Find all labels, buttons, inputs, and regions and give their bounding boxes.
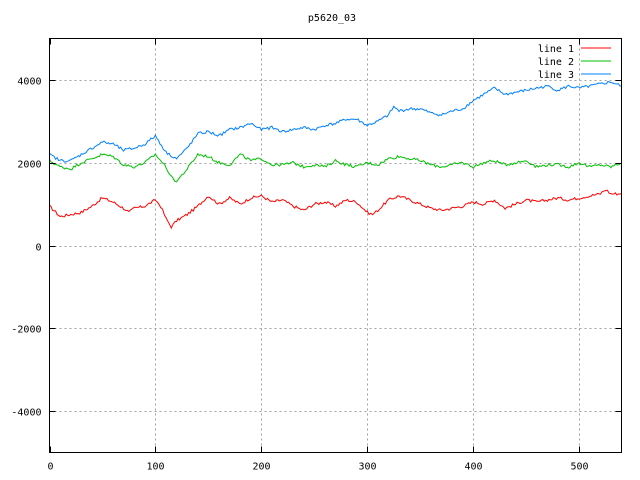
legend-label: line 2 — [538, 57, 574, 68]
x-tick-label: 200 — [252, 462, 270, 473]
series-line-1 — [49, 189, 622, 230]
y-tick-label: -4000 — [11, 408, 41, 419]
grid-lines — [49, 38, 622, 453]
x-tick-label: 0 — [47, 462, 53, 473]
x-tick-label: 400 — [464, 462, 482, 473]
legend: line 1 line 2 line 3 — [538, 44, 611, 81]
x-tick-label: 100 — [146, 462, 164, 473]
x-tick-label: 300 — [358, 462, 376, 473]
y-tick-label: 2000 — [17, 160, 41, 171]
y-tick-label: -2000 — [11, 325, 41, 336]
y-tick-label: 0 — [35, 243, 41, 254]
plot-frame — [49, 38, 622, 453]
chart-title: p5620_03 — [308, 13, 356, 24]
legend-label: line 3 — [538, 70, 574, 81]
x-tick-label: 500 — [570, 462, 588, 473]
y-tick-label: 4000 — [17, 77, 41, 88]
legend-label: line 1 — [538, 44, 574, 55]
series-line-3 — [49, 80, 622, 163]
axis-ticks: 0 100 200 300 400 500 -4000 -2000 0 2000 4000 — [11, 38, 622, 473]
series-line-2 — [49, 152, 622, 183]
data-series — [49, 80, 622, 230]
